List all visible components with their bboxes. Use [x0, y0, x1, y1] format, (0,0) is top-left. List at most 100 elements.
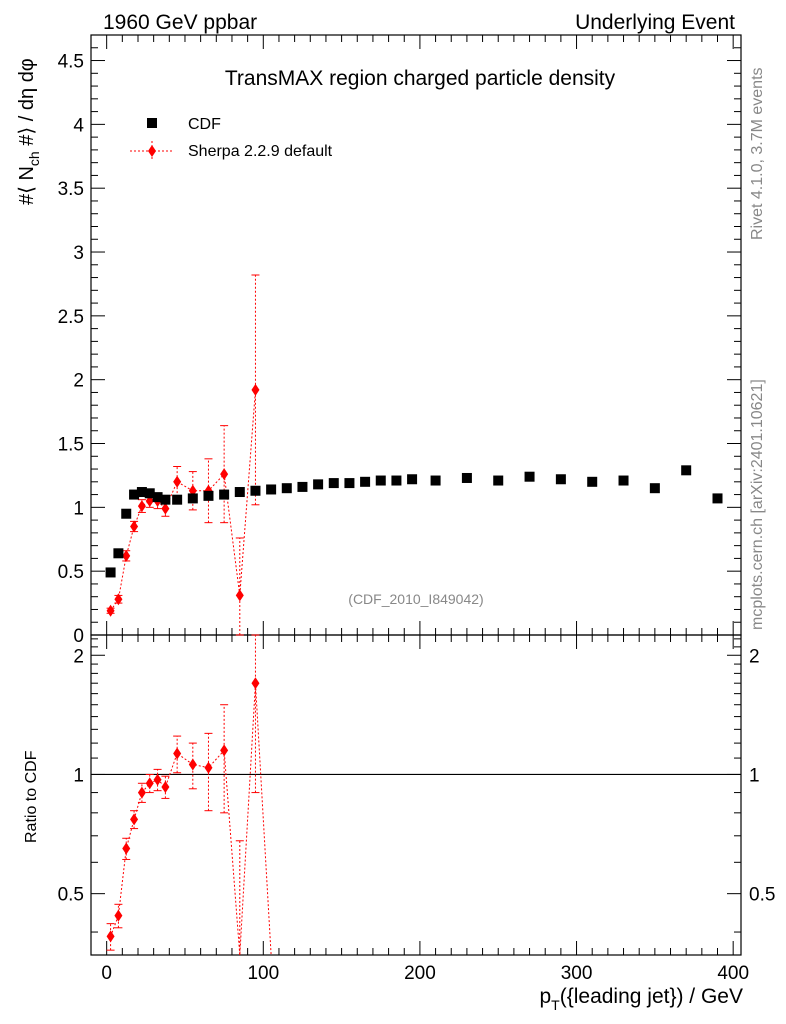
y-tick-label: 4	[73, 115, 84, 136]
y-tick-label: 3	[73, 243, 84, 264]
ratio-ticks: 0.5 0.5 1 1 2 2 0 100 200 300 400	[58, 635, 775, 984]
cdf-point	[281, 483, 292, 494]
cdf-point	[187, 493, 198, 504]
cdf-point	[587, 476, 598, 487]
x-axis-label: pT({leading jet}) / GeV	[539, 985, 743, 1013]
mc-point	[122, 549, 131, 562]
ratio-point	[188, 758, 197, 771]
analysis-watermark: (CDF_2010_I849042)	[348, 591, 483, 607]
x-tick-label: 400	[717, 963, 749, 984]
cdf-series-main	[105, 465, 723, 578]
mc-series-ratio	[106, 634, 272, 956]
y-tick-label: 0	[73, 626, 84, 647]
y-tick-label: 4.5	[58, 52, 84, 73]
ratio-y-tick-label-left: 1	[73, 765, 84, 786]
legend-cdf-label: CDF	[188, 116, 221, 133]
ratio-point	[173, 747, 182, 760]
rivet-version-text: Rivet 4.1.0, 3.7M events	[749, 67, 766, 240]
mc-point	[173, 475, 182, 488]
mcplots-credit-text: mcplots.cern.ch [arXiv:2401.10621]	[749, 379, 766, 630]
ratio-point	[130, 813, 139, 826]
mc-point	[161, 502, 170, 515]
ratio-panel-frame	[90, 634, 742, 956]
cdf-point	[219, 489, 230, 500]
ratio-y-tick-label-left: 2	[73, 646, 84, 667]
ratio-y-tick-label-left: 0.5	[58, 885, 84, 906]
cdf-point	[649, 483, 660, 494]
cdf-point	[203, 490, 214, 501]
ratio-point	[220, 744, 229, 757]
cdf-point	[618, 475, 629, 486]
cdf-point	[144, 488, 155, 499]
y-tick-label: 2	[73, 371, 84, 392]
x-tick-label: 200	[404, 963, 436, 984]
cdf-point	[493, 475, 504, 486]
mc-point	[130, 520, 139, 533]
cdf-point	[160, 494, 171, 505]
cdf-point	[266, 484, 277, 495]
cdf-point	[113, 548, 124, 559]
mc-point	[235, 589, 244, 602]
cdf-point	[136, 487, 147, 498]
cdf-point	[129, 489, 140, 500]
cdf-point	[681, 465, 692, 476]
cdf-point	[328, 478, 339, 489]
mc-point	[114, 593, 123, 606]
ratio-point	[161, 780, 170, 793]
ratio-point	[251, 677, 260, 690]
cdf-point	[344, 478, 355, 489]
x-tick-label: 100	[247, 963, 279, 984]
mc-series-main	[106, 274, 260, 636]
legend-mc-marker	[148, 145, 156, 157]
y-tick-label: 1.5	[58, 435, 84, 456]
ratio-y-tick-label-right: 2	[749, 646, 760, 667]
ratio-point	[153, 773, 162, 786]
cdf-point	[121, 508, 132, 519]
legend-cdf-marker	[147, 118, 157, 128]
x-tick-label: 0	[101, 963, 112, 984]
cdf-point	[172, 494, 183, 505]
ratio-point	[106, 930, 115, 943]
cdf-point	[712, 493, 723, 504]
legend: CDF Sherpa 2.2.9 default	[130, 116, 333, 161]
mc-point	[137, 500, 146, 513]
y-tick-label: 3.5	[58, 179, 84, 200]
cdf-point	[152, 492, 163, 503]
cdf-point	[375, 475, 386, 486]
cdf-point	[297, 481, 308, 492]
legend-mc-label: Sherpa 2.2.9 default	[188, 143, 333, 160]
mc-line	[110, 389, 256, 612]
mc-point	[220, 468, 229, 481]
cdf-point	[524, 471, 535, 482]
cdf-point	[407, 474, 418, 485]
ratio-point	[145, 777, 154, 790]
ratio-y-tick-label-right: 1	[749, 765, 760, 786]
ratio-point	[114, 909, 123, 922]
cdf-point	[430, 475, 441, 486]
cdf-point	[391, 475, 402, 486]
y-tick-label: 1	[73, 498, 84, 519]
cdf-point	[313, 479, 324, 490]
cdf-point	[555, 474, 566, 485]
cdf-point	[461, 472, 472, 483]
y-axis-label: #⟨ Nch #⟩ / dη dφ	[16, 58, 42, 205]
x-tick-label: 300	[561, 963, 593, 984]
mc-point	[251, 383, 260, 396]
ratio-y-axis-label: Ratio to CDF	[23, 750, 40, 843]
ratio-point	[137, 786, 146, 799]
cdf-point	[360, 476, 371, 487]
cdf-point	[250, 485, 261, 496]
cdf-point	[105, 567, 116, 578]
ratio-y-tick-label-right: 0.5	[749, 885, 775, 906]
header-right: Underlying Event	[575, 11, 735, 34]
chart-title: TransMAX region charged particle density	[225, 67, 616, 90]
y-tick-label: 2.5	[58, 307, 84, 328]
y-tick-label: 0.5	[58, 562, 84, 583]
ratio-point	[122, 842, 131, 855]
cdf-point	[234, 487, 245, 498]
mc-point	[106, 604, 115, 617]
header-left: 1960 GeV ppbar	[103, 11, 257, 34]
ratio-point	[204, 761, 213, 774]
main-ticks: 0 0.5 1 1.5 2 2.5 3 3.5 4 4.5	[58, 35, 741, 647]
